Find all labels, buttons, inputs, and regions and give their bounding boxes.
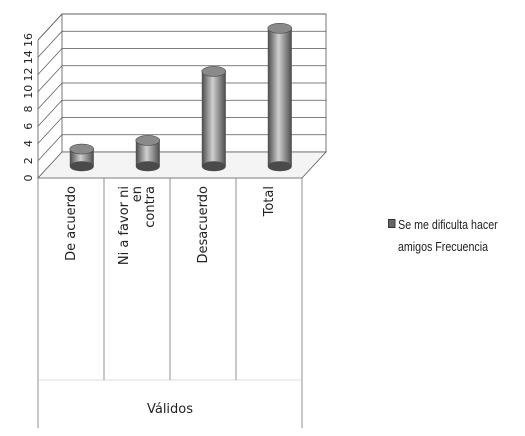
category-label: Desacuerdo <box>196 186 211 264</box>
y-tick-label: 10 <box>22 85 35 99</box>
bar-cylinder <box>267 28 292 167</box>
bar-base <box>201 161 226 172</box>
category-label: Total <box>262 186 277 217</box>
gridline <box>37 134 326 161</box>
gridline <box>37 48 326 75</box>
category-label: De acuerdo <box>64 186 79 261</box>
gridline <box>37 117 326 144</box>
bar-base <box>267 161 292 172</box>
legend: Se me dificulta hacer amigos Frecuencia <box>377 214 508 258</box>
bar-top <box>69 143 95 155</box>
category-label: contra <box>143 186 158 228</box>
y-tick-label: 8 <box>22 106 35 113</box>
y-tick-label: 16 <box>22 33 35 47</box>
y-tick-label: 2 <box>22 157 35 164</box>
gridline <box>37 82 326 110</box>
y-tick-label: 14 <box>22 50 35 64</box>
bar-top <box>201 66 227 77</box>
gridline <box>37 99 326 127</box>
y-tick-label: 6 <box>22 123 35 130</box>
legend-swatch <box>388 219 396 228</box>
gridline <box>37 13 326 41</box>
y-tick-label: 4 <box>22 140 35 147</box>
y-tick-label: 0 <box>22 175 35 182</box>
gridline <box>37 30 326 58</box>
legend-line-2: amigos Frecuencia <box>397 239 489 254</box>
legend-label-1: Se me dificulta hacer <box>398 217 498 232</box>
bar-base <box>135 161 160 172</box>
legend-line-1: Se me dificulta hacer <box>377 214 508 236</box>
bar-cylinder <box>201 71 226 167</box>
x-axis-label: Válidos <box>147 402 193 417</box>
chart-floor <box>37 151 327 179</box>
bar-top <box>267 22 293 34</box>
bar-base <box>69 161 94 172</box>
gridline <box>37 65 326 92</box>
bar-top <box>135 135 161 146</box>
y-tick-label: 12 <box>22 68 35 82</box>
category-label: en <box>130 186 145 202</box>
category-label: Ni a favor ni <box>117 186 132 265</box>
